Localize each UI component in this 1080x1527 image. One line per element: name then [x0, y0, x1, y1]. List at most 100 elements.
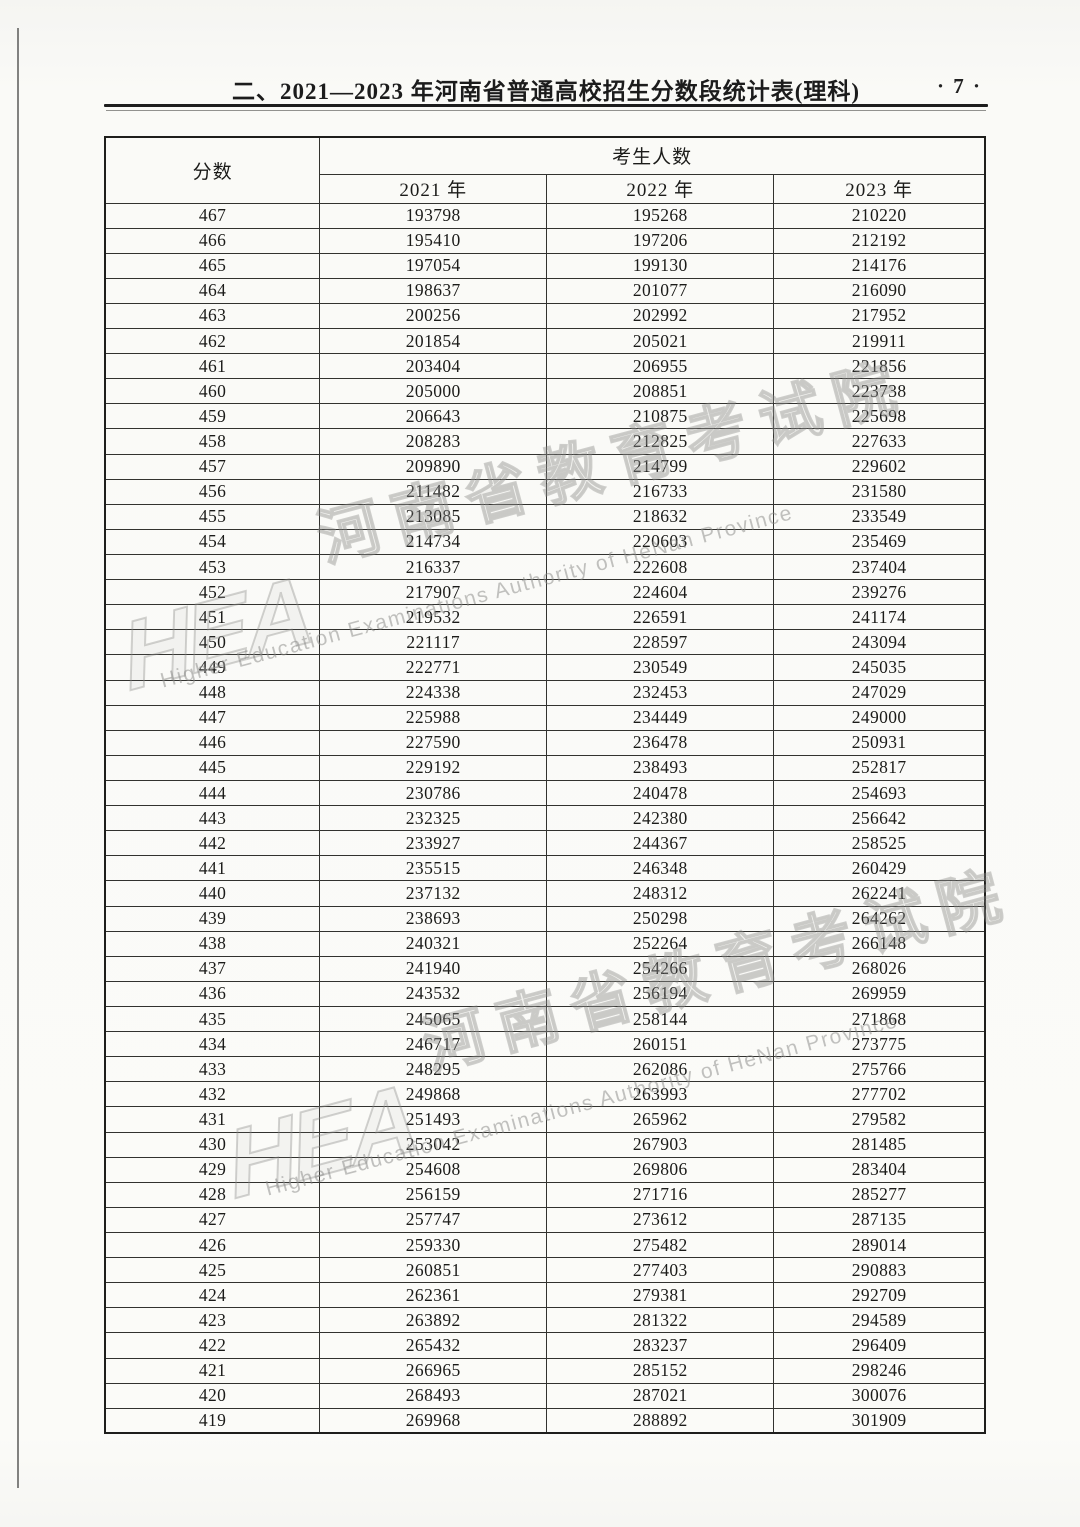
examinee-count-group-header: 考生人数	[319, 136, 986, 175]
count-cell-2023: 227633	[773, 428, 986, 455]
count-cell-2023: 298246	[773, 1357, 986, 1384]
count-cell-2022: 242380	[546, 805, 775, 832]
score-cell: 458	[104, 428, 321, 455]
table-header-row-years: 2021 年 2022 年 2023 年	[105, 173, 986, 204]
count-cell-2021: 225988	[319, 704, 548, 731]
count-cell-2022: 254266	[546, 955, 775, 982]
score-cell: 452	[104, 579, 321, 606]
count-cell-2023: 212192	[773, 227, 986, 254]
count-cell-2022: 248312	[546, 880, 775, 907]
table-row: 446 227590 236478 250931	[104, 729, 986, 756]
table-row: 457 209890 214799 229602	[104, 453, 986, 480]
count-cell-2023: 235469	[773, 528, 986, 556]
count-cell-2023: 273775	[773, 1031, 986, 1058]
count-cell-2022: 258144	[546, 1005, 775, 1033]
count-cell-2023: 275766	[773, 1056, 986, 1083]
table-row: 419 269968 288892 301909	[104, 1407, 986, 1434]
score-cell: 424	[104, 1282, 321, 1309]
count-cell-2022: 234449	[546, 704, 775, 731]
table-row: 437 241940 254266 268026	[104, 955, 986, 982]
table-row: 439 238693 250298 264262	[104, 905, 986, 932]
count-cell-2021: 224338	[319, 679, 548, 706]
score-cell: 429	[104, 1156, 321, 1183]
score-cell: 444	[104, 780, 321, 807]
score-cell: 453	[104, 554, 321, 581]
count-cell-2022: 206955	[546, 353, 775, 380]
count-cell-2022: 260151	[546, 1031, 775, 1058]
table-row: 429 254608 269806 283404	[104, 1156, 986, 1183]
count-cell-2021: 265432	[319, 1332, 548, 1359]
table-row: 459 206643 210875 225698	[104, 403, 986, 430]
count-cell-2022: 273612	[546, 1206, 775, 1233]
score-cell: 421	[104, 1357, 321, 1384]
count-cell-2021: 206643	[319, 403, 548, 430]
count-cell-2022: 265962	[546, 1106, 775, 1133]
count-cell-2021: 245065	[319, 1005, 548, 1033]
table-row: 431 251493 265962 279582	[104, 1106, 986, 1133]
score-table-body: 467 193798 195268 210220 466 195410 197206 2121…	[104, 202, 986, 1434]
count-cell-2021: 237132	[319, 880, 548, 907]
count-cell-2022: 275482	[546, 1231, 775, 1259]
score-cell: 420	[104, 1382, 321, 1409]
count-cell-2022: 212825	[546, 428, 775, 455]
score-cell: 440	[104, 880, 321, 907]
count-cell-2021: 253042	[319, 1131, 548, 1158]
count-cell-2021: 249868	[319, 1081, 548, 1108]
count-cell-2021: 203404	[319, 353, 548, 380]
count-cell-2021: 209890	[319, 453, 548, 480]
count-cell-2023: 264262	[773, 905, 986, 932]
count-cell-2021: 229192	[319, 754, 548, 782]
score-cell: 427	[104, 1206, 321, 1233]
score-cell: 430	[104, 1131, 321, 1158]
count-cell-2023: 210220	[773, 202, 986, 229]
table-row: 424 262361 279381 292709	[104, 1282, 986, 1309]
count-cell-2021: 214734	[319, 528, 548, 556]
table-row: 455 213085 218632 233549	[104, 503, 986, 530]
table-header: 分数 考生人数 2021 年 2022 年 2023 年	[104, 136, 986, 204]
count-cell-2023: 243094	[773, 629, 986, 656]
count-cell-2021: 254608	[319, 1156, 548, 1183]
count-cell-2021: 263892	[319, 1307, 548, 1334]
header-rule	[104, 104, 988, 107]
count-cell-2023: 271868	[773, 1005, 986, 1033]
count-cell-2021: 205000	[319, 378, 548, 405]
count-cell-2021: 219532	[319, 604, 548, 631]
count-cell-2023: 258525	[773, 830, 986, 857]
count-cell-2022: 285152	[546, 1357, 775, 1384]
count-cell-2022: 281322	[546, 1307, 775, 1334]
count-cell-2021: 195410	[319, 227, 548, 254]
count-cell-2023: 300076	[773, 1382, 986, 1409]
count-cell-2022: 246348	[546, 855, 775, 882]
table-row: 432 249868 263993 277702	[104, 1081, 986, 1108]
count-cell-2022: 232453	[546, 679, 775, 706]
score-cell: 442	[104, 830, 321, 857]
count-cell-2023: 279582	[773, 1106, 986, 1133]
count-cell-2022: 271716	[546, 1181, 775, 1208]
table-header-row-group: 分数 考生人数	[104, 136, 986, 204]
count-cell-2023: 216090	[773, 277, 986, 304]
page-edge-line	[17, 28, 19, 1488]
count-cell-2023: 250931	[773, 729, 986, 756]
count-cell-2021: 268493	[319, 1382, 548, 1409]
count-cell-2022: 218632	[546, 503, 775, 530]
count-cell-2021: 260851	[319, 1257, 548, 1284]
table-row: 426 259330 275482 289014	[104, 1231, 986, 1259]
count-cell-2022: 238493	[546, 754, 775, 782]
count-cell-2021: 216337	[319, 554, 548, 581]
table-row: 448 224338 232453 247029	[104, 679, 986, 706]
table-row: 422 265432 283237 296409	[104, 1332, 986, 1359]
count-cell-2023: 249000	[773, 704, 986, 731]
count-cell-2022: 269806	[546, 1156, 775, 1183]
table-row: 465 197054 199130 214176	[104, 252, 986, 279]
count-cell-2021: 221117	[319, 629, 548, 656]
score-cell: 459	[104, 403, 321, 430]
score-cell: 439	[104, 905, 321, 932]
year-header-2022: 2022 年	[546, 173, 775, 204]
table-row: 461 203404 206955 221856	[104, 353, 986, 380]
count-cell-2023: 277702	[773, 1081, 986, 1108]
score-cell: 433	[104, 1056, 321, 1083]
count-cell-2021: 213085	[319, 503, 548, 530]
table-row: 427 257747 273612 287135	[104, 1206, 986, 1233]
table-row: 452 217907 224604 239276	[104, 579, 986, 606]
count-cell-2021: 256159	[319, 1181, 548, 1208]
